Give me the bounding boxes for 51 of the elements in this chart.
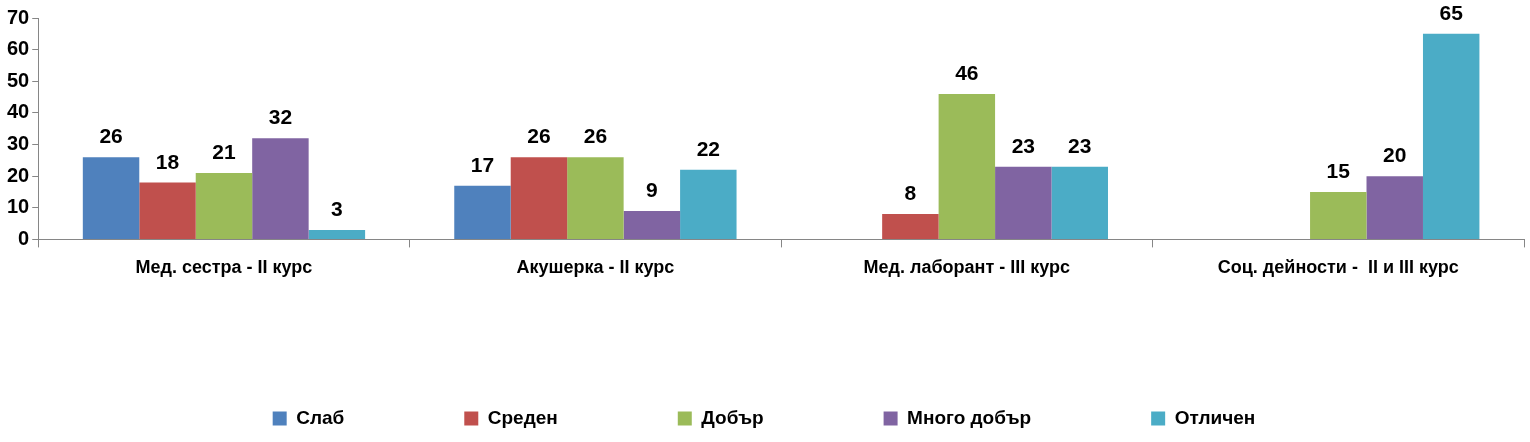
bar xyxy=(1366,176,1423,239)
x-tick-label: Акушерка - II курс xyxy=(516,257,675,278)
data-label: 23 xyxy=(1068,133,1092,157)
data-label: 65 xyxy=(1439,1,1464,25)
data-label: 17 xyxy=(470,152,495,176)
data-label: 26 xyxy=(99,124,123,148)
bar xyxy=(882,214,939,239)
bar xyxy=(454,185,511,239)
data-label: 15 xyxy=(1326,159,1351,183)
data-label: 22 xyxy=(696,137,720,161)
data-label: 8 xyxy=(904,181,917,205)
data-label: 26 xyxy=(583,124,608,148)
data-label: 26 xyxy=(527,124,551,148)
data-label: 23 xyxy=(1011,133,1035,157)
y-tick-label: 10 xyxy=(7,195,30,218)
bar xyxy=(139,182,196,239)
y-tick-label: 40 xyxy=(7,100,30,123)
bar xyxy=(308,229,366,239)
x-tick-label: Мед. сестра - II курс xyxy=(135,257,313,278)
bar xyxy=(252,138,309,239)
y-tick-label: 70 xyxy=(7,5,30,28)
legend-label: Добър xyxy=(701,406,764,428)
data-label: 3 xyxy=(331,197,343,221)
bar xyxy=(995,166,1052,239)
y-tick-label: 0 xyxy=(18,226,30,249)
bar xyxy=(623,210,681,239)
legend-label: Отличен xyxy=(1174,406,1256,428)
bar xyxy=(938,93,996,239)
data-label: 20 xyxy=(1383,143,1407,167)
y-tick-label: 50 xyxy=(7,68,30,91)
data-label: 18 xyxy=(155,149,180,173)
y-tick-label: 20 xyxy=(7,163,30,186)
y-tick-label: 60 xyxy=(7,37,30,60)
y-tick-label: 30 xyxy=(7,132,30,155)
x-tick-label: Соц. дейности - II и III курс xyxy=(1217,257,1459,278)
legend-label: Слаб xyxy=(296,406,345,428)
data-label: 32 xyxy=(268,105,293,129)
bar xyxy=(1310,191,1367,239)
data-label: 9 xyxy=(646,178,658,202)
data-label: 46 xyxy=(955,61,979,85)
x-tick-label: Мед. лаборант - III курс xyxy=(863,257,1071,278)
bar xyxy=(1422,33,1480,239)
bar xyxy=(567,157,624,239)
bar xyxy=(195,172,253,239)
legend-label: Много добър xyxy=(907,406,1032,428)
bar xyxy=(1051,166,1108,239)
bar xyxy=(510,157,568,239)
bar xyxy=(82,157,140,239)
data-label: 21 xyxy=(212,140,236,164)
legend-label: Среден xyxy=(487,406,558,428)
bar xyxy=(680,169,737,239)
